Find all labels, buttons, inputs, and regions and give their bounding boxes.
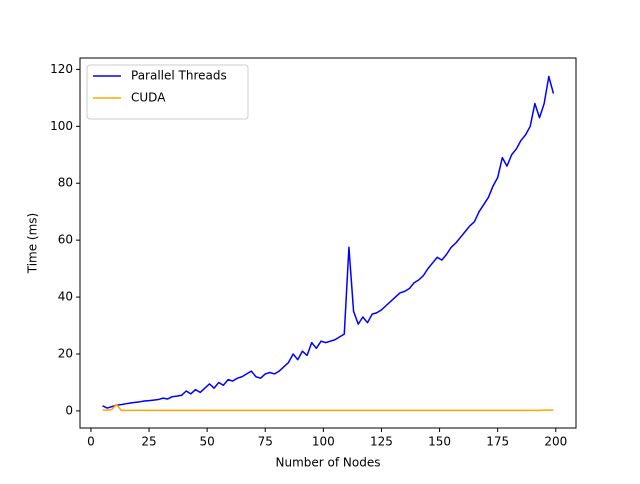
x-tick-label: 100 xyxy=(312,435,335,449)
x-tick-label: 75 xyxy=(258,435,273,449)
y-tick-label: 120 xyxy=(50,62,73,76)
x-tick-label: 25 xyxy=(141,435,156,449)
y-tick-label: 0 xyxy=(65,403,73,417)
data-line xyxy=(102,75,555,409)
y-axis-label: Time (ms) xyxy=(26,213,40,275)
legend-label: CUDA xyxy=(131,91,166,105)
data-line xyxy=(102,403,554,412)
x-tick-label: 50 xyxy=(199,435,214,449)
y-tick-label: 60 xyxy=(58,233,73,247)
x-tick-label: 200 xyxy=(544,435,567,449)
legend-box xyxy=(86,64,249,120)
y-tick-label: 100 xyxy=(50,119,73,133)
y-tick-label: 80 xyxy=(58,176,73,190)
y-tick-label: 40 xyxy=(58,290,73,304)
x-tick-label: 150 xyxy=(428,435,451,449)
legend-label: Parallel Threads xyxy=(131,69,227,83)
y-tick-label: 20 xyxy=(58,347,73,361)
x-tick-label: 0 xyxy=(87,435,95,449)
x-axis-label: Number of Nodes xyxy=(276,456,381,470)
x-tick-label: 125 xyxy=(370,435,393,449)
x-tick-label: 175 xyxy=(486,435,509,449)
plot-frame xyxy=(79,57,577,429)
